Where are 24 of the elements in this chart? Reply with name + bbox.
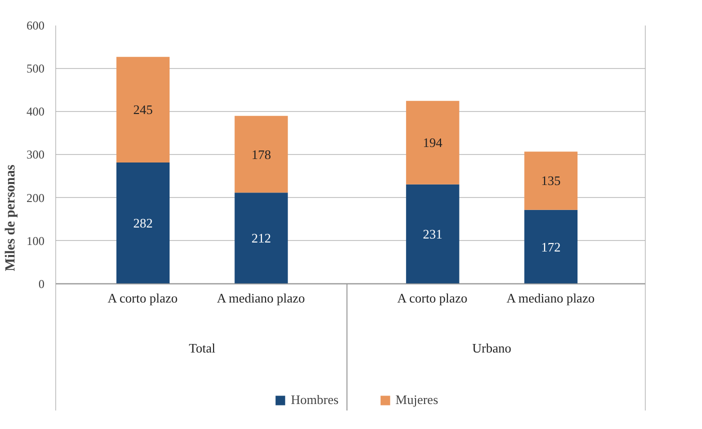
legend-label: Mujeres [396,392,438,408]
y-tick-label: 100 [26,234,44,248]
y-tick-label: 400 [26,104,44,119]
text: Urbano [472,340,512,356]
data-label: 282 [133,216,153,231]
x-tick-label: A mediano plazo [216,290,305,306]
y-tick-label: 500 [26,62,44,76]
text: Total [188,340,216,356]
y-tick-label: 0 [38,276,44,291]
x-tick-label: A corto plazo [108,290,178,306]
data-label: 194 [422,135,443,150]
legend-label: Hombres [290,392,339,408]
x-tick-label: A mediano plazo [506,290,595,306]
data-label: 178 [251,146,271,162]
y-tick-label: 600 [26,18,44,32]
data-label: 135 [541,173,561,188]
y-tick-label: 200 [26,190,44,205]
data-label: 172 [541,239,561,254]
data-label: 212 [251,230,271,246]
y-axis-title: Miles de personas [4,164,18,272]
y-tick-label: 300 [26,148,44,162]
data-label: 245 [133,102,153,118]
data-label: 231 [422,226,442,242]
x-tick-label: A corto plazo [397,290,468,306]
